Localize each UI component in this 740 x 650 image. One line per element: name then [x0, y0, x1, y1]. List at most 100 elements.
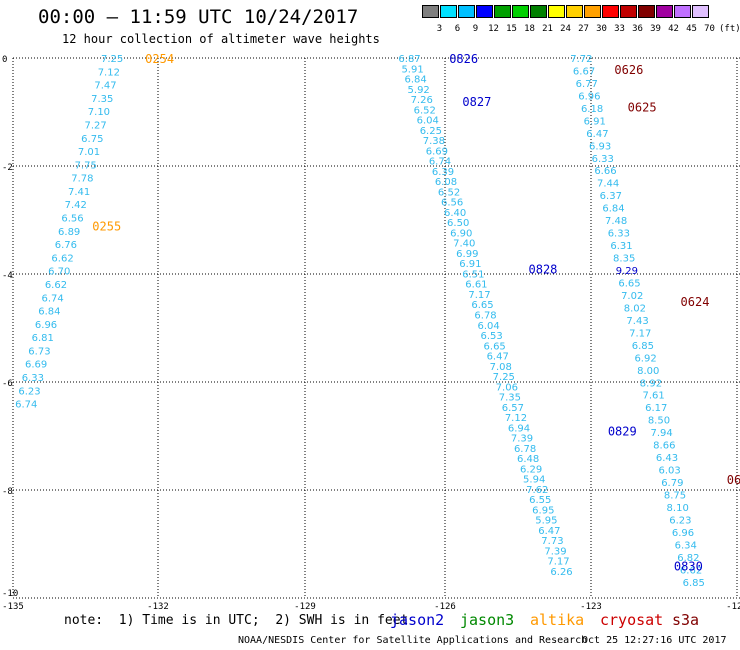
mission-jason3: jason3 [460, 611, 515, 629]
legend-label: 45 [686, 24, 697, 34]
swh-value: 6.89 [58, 227, 80, 238]
swh-value: 6.92 [634, 353, 656, 364]
swh-value: 8.00 [637, 366, 659, 377]
legend-label: 9 [472, 24, 479, 34]
swh-value: 7.01 [78, 147, 100, 158]
swh-value: 7.47 [94, 81, 116, 92]
swh-value: 7.41 [68, 187, 90, 198]
legend-label: 6 [454, 24, 461, 34]
swh-value: 7.27 [84, 120, 106, 131]
swh-value: 7.12 [98, 67, 120, 78]
swh-value: 6.76 [55, 240, 77, 251]
y-tick-label: -2 [2, 163, 13, 173]
legend-label: 30 [596, 24, 607, 34]
swh-value: 6.81 [32, 333, 54, 344]
swh-value: 6.47 [586, 129, 608, 140]
legend-swatch [710, 5, 727, 18]
x-tick-label: -124 [726, 602, 740, 612]
legend-swatch [602, 5, 619, 18]
swh-value: 7.61 [642, 391, 664, 402]
swh-value: 7.25 [493, 372, 515, 383]
swh-value: 5.91 [401, 64, 423, 75]
y-tick-label: -8 [2, 487, 13, 497]
swh-value: 6.87 [398, 54, 420, 65]
swh-value: 6.33 [22, 373, 44, 384]
swh-value: 6.55 [529, 495, 551, 506]
pass-label: 0826 [449, 52, 478, 66]
swh-value: 6.25 [420, 126, 442, 137]
swh-value: 7.17 [547, 557, 569, 568]
swh-value: 6.39 [432, 167, 454, 178]
footer-timestamp: Oct 25 12:27:16 UTC 2017 [582, 635, 727, 646]
pass-label: 0624 [681, 295, 710, 309]
legend-label: 24 [560, 24, 571, 34]
swh-value: 6.17 [645, 403, 667, 414]
swh-value: 6.82 [677, 553, 699, 564]
legend-label: 12 [488, 24, 499, 34]
pass-label: 0827 [462, 95, 491, 109]
swh-value: 7.35 [91, 94, 113, 105]
swh-value: 8.66 [653, 441, 675, 452]
legend-swatch [476, 5, 493, 18]
swh-value: 6.85 [632, 341, 654, 352]
swh-value: 8.75 [664, 491, 686, 502]
swh-value: 5.92 [408, 85, 430, 96]
swh-value: 7.40 [453, 239, 475, 250]
swh-value: 8.10 [667, 503, 689, 514]
legend-label: 33 [614, 24, 625, 34]
swh-value: 6.90 [450, 228, 472, 239]
swh-value: 6.65 [618, 278, 640, 289]
swh-value: 7.73 [541, 536, 563, 547]
swh-value: 6.56 [441, 198, 463, 209]
swh-value: 6.74 [429, 157, 451, 168]
swh-value: 8.92 [640, 378, 662, 389]
footer-note: note: 1) Time is in UTC; 2) SWH is in fe… [64, 613, 409, 628]
x-tick-label: -135 [2, 602, 24, 612]
swh-value: 7.38 [423, 136, 445, 147]
swh-value: 8.02 [624, 303, 646, 314]
legend-swatch [656, 5, 673, 18]
x-tick-label: -132 [147, 602, 169, 612]
legend-swatch [566, 5, 583, 18]
swh-value: 6.99 [456, 249, 478, 260]
swh-value: 6.96 [672, 528, 694, 539]
swh-value: 6.78 [514, 444, 536, 455]
y-tick-label: -4 [2, 271, 13, 281]
swh-value: 6.84 [602, 204, 624, 215]
swh-value: 7.02 [621, 291, 643, 302]
x-tick-label: -129 [294, 602, 316, 612]
legend-swatch [548, 5, 565, 18]
swh-value: 6.51 [462, 269, 484, 280]
swh-value: 6.08 [435, 177, 457, 188]
swh-value: 6.29 [520, 464, 542, 475]
swh-value: 6.53 [480, 331, 502, 342]
swh-value: 6.73 [28, 346, 50, 357]
swh-value: 6.77 [576, 79, 598, 90]
swh-value: 6.43 [656, 453, 678, 464]
legend-swatch [620, 5, 637, 18]
swh-value: 7.10 [88, 107, 110, 118]
swh-value: 7.48 [605, 216, 627, 227]
legend-swatch [692, 5, 709, 18]
swh-value: 6.95 [532, 505, 554, 516]
swh-value: 9.29 [616, 266, 638, 277]
swh-value: 6.93 [589, 141, 611, 152]
swh-value: 6.74 [42, 293, 64, 304]
legend-label: 36 [632, 24, 643, 34]
legend-label: (ft) [719, 24, 740, 34]
swh-value: 6.57 [502, 403, 524, 414]
pass-label: 0625 [628, 101, 657, 115]
swh-value: 6.33 [592, 154, 614, 165]
swh-value: 6.26 [550, 567, 572, 578]
legend-label: 27 [578, 24, 589, 34]
legend-label: 3 [436, 24, 443, 34]
legend-swatch [638, 5, 655, 18]
legend-swatch [584, 5, 601, 18]
pass-label: 0829 [608, 425, 637, 439]
legend-label: 39 [650, 24, 661, 34]
legend-label: 70 [704, 24, 715, 34]
swh-value: 7.39 [544, 546, 566, 557]
swh-value: 6.52 [438, 187, 460, 198]
pass-label: 0623 [727, 473, 740, 487]
